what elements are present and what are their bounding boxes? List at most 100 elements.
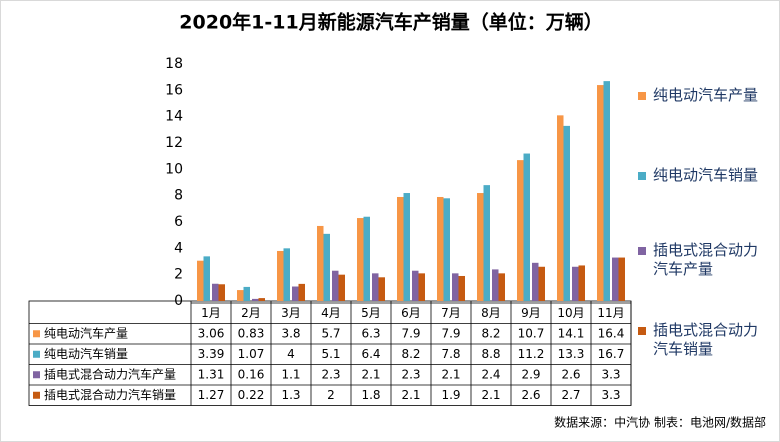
bar	[252, 298, 259, 301]
legend-label: 插电式混合动力汽车销量	[653, 321, 759, 358]
x-tick-label: 1月	[201, 306, 221, 320]
x-tick-label: 7月	[441, 306, 461, 320]
table-series-name: 插电式混合动力汽车销量	[44, 387, 176, 402]
bar	[492, 269, 499, 301]
chart-title: 2020年1-11月新能源汽车产销量（单位：万辆）	[179, 11, 602, 34]
bar	[418, 273, 425, 301]
table-value: 3.39	[198, 347, 225, 361]
table-value: 2.9	[521, 367, 540, 381]
bar	[412, 270, 419, 301]
bar	[363, 216, 370, 301]
table-value: 16.4	[598, 326, 625, 340]
bar	[477, 193, 484, 301]
x-tick-label: 5月	[361, 306, 381, 320]
x-tick-label: 3月	[281, 306, 301, 320]
table-series-name: 插电式混合动力汽车产量	[44, 366, 176, 381]
x-tick-label: 11月	[597, 306, 624, 320]
bar	[283, 248, 290, 301]
table-swatch	[33, 371, 40, 379]
bar	[218, 284, 225, 301]
table-swatch	[33, 391, 40, 399]
table-value: 7.8	[441, 347, 460, 361]
y-tick-label: 18	[165, 56, 183, 72]
bar	[452, 273, 459, 301]
table-value: 7.9	[401, 326, 420, 340]
table-swatch	[33, 330, 40, 338]
table-value: 0.16	[238, 367, 265, 381]
table-value: 2.3	[401, 367, 420, 381]
legend-swatch	[638, 172, 646, 180]
table-value: 5.1	[321, 347, 340, 361]
table-value: 0.83	[238, 326, 265, 340]
legend-label: 纯电动汽车产量	[653, 86, 759, 104]
table-value: 1.31	[198, 367, 225, 381]
bar	[403, 193, 410, 301]
table-value: 11.2	[518, 347, 545, 361]
table-value: 1.9	[441, 388, 460, 402]
legend-swatch	[638, 327, 646, 335]
table-value: 2.6	[561, 367, 580, 381]
bar	[258, 298, 265, 301]
legend-label: 纯电动汽车销量	[653, 166, 759, 184]
table-value: 2.1	[441, 367, 460, 381]
bar	[372, 273, 379, 301]
bar	[443, 198, 450, 301]
legend-swatch	[638, 92, 646, 100]
table-value: 13.3	[558, 347, 585, 361]
table-value: 2.1	[401, 388, 420, 402]
bar	[212, 283, 219, 301]
table-value: 3.3	[601, 367, 620, 381]
bar	[517, 160, 524, 301]
bar	[538, 266, 545, 301]
bar	[578, 265, 585, 301]
bar	[397, 196, 404, 301]
bar	[483, 185, 490, 301]
bar	[603, 81, 610, 301]
x-tick-label: 6月	[401, 306, 421, 320]
x-tick-label: 4月	[321, 306, 341, 320]
y-tick-label: 10	[165, 161, 183, 177]
y-tick-label: 16	[165, 82, 183, 98]
legend-swatch	[638, 247, 646, 255]
bar	[197, 260, 204, 301]
y-tick-label: 14	[165, 109, 183, 125]
table-value: 10.7	[518, 326, 545, 340]
table-value: 2.7	[561, 388, 580, 402]
table-value: 14.1	[558, 326, 585, 340]
x-tick-label: 9月	[521, 306, 541, 320]
table-value: 1.1	[281, 367, 300, 381]
x-tick-label: 8月	[481, 306, 501, 320]
bar	[378, 277, 385, 301]
table-value: 2.6	[521, 388, 540, 402]
table-value: 2.1	[361, 367, 380, 381]
y-tick-label: 8	[174, 188, 183, 204]
bar	[203, 256, 210, 301]
bar	[597, 85, 604, 301]
table-value: 3.3	[601, 388, 620, 402]
bar	[563, 125, 570, 301]
table-value: 2.3	[321, 367, 340, 381]
bar	[437, 196, 444, 301]
y-tick-label: 12	[165, 135, 183, 151]
x-tick-label: 10月	[557, 306, 584, 320]
bar	[237, 290, 244, 301]
x-tick-label: 2月	[241, 306, 261, 320]
table-series-name: 纯电动汽车产量	[44, 325, 128, 340]
table-value: 0.22	[238, 388, 265, 402]
source: 数据来源：中汽协 制表：电池网/数据部	[554, 415, 766, 430]
table-value: 3.06	[198, 326, 225, 340]
bar	[338, 274, 345, 301]
table-value: 1.27	[198, 388, 225, 402]
table-series-name: 纯电动汽车销量	[44, 346, 128, 361]
bar	[317, 225, 324, 301]
table-value: 6.4	[361, 347, 380, 361]
table-value: 6.3	[361, 326, 380, 340]
table-value: 2.4	[481, 367, 500, 381]
y-tick-label: 2	[174, 267, 183, 283]
table-value: 7.9	[441, 326, 460, 340]
table-value: 8.2	[481, 326, 500, 340]
table-value: 2	[327, 388, 335, 402]
table-value: 2.1	[481, 388, 500, 402]
table-value: 4	[287, 347, 295, 361]
